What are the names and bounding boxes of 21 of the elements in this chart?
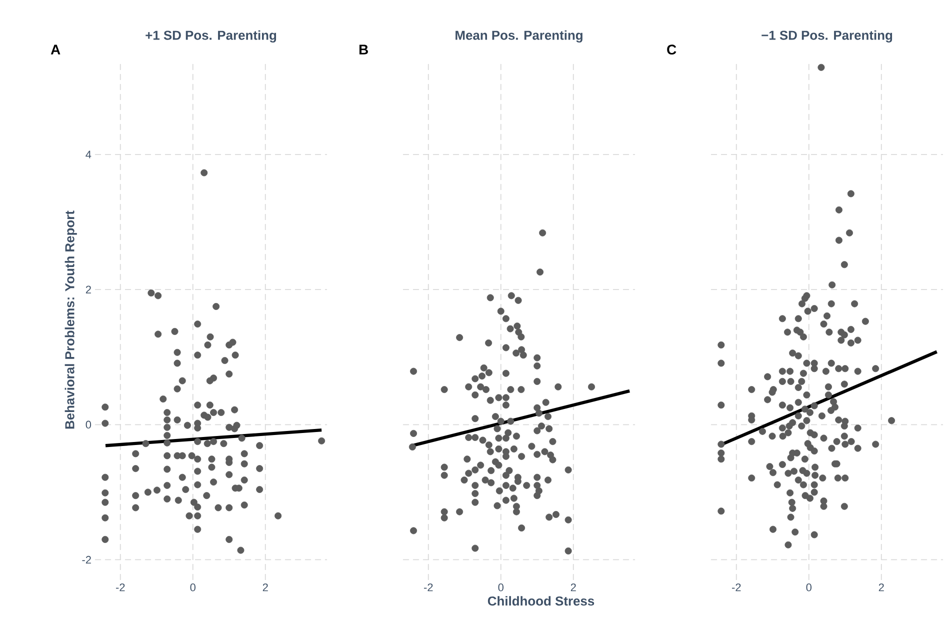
x-tick-label: -2 bbox=[424, 584, 433, 592]
x-tick-label: 2 bbox=[570, 584, 576, 592]
x-tick-label: 0 bbox=[498, 584, 504, 592]
x-tick-label: 0 bbox=[190, 584, 196, 592]
y-axis-title: Behavioral Problems: Youth Report bbox=[64, 210, 77, 429]
x-tick-label: 2 bbox=[262, 584, 268, 592]
x-tick-label: 2 bbox=[878, 584, 884, 592]
x-tick-label: -2 bbox=[732, 584, 741, 592]
x-axis-title: Childhood Stress bbox=[488, 596, 594, 606]
text: C bbox=[667, 44, 676, 55]
y-tick-label: 2 bbox=[86, 286, 91, 294]
chart-title: +1 SD Pos. Parenting bbox=[146, 30, 276, 42]
text: A bbox=[50, 44, 60, 54]
chart-title: Mean Pos. Parenting bbox=[456, 30, 582, 42]
text: B bbox=[359, 44, 368, 54]
y-tick-label: -2 bbox=[82, 556, 91, 564]
chart-title: −1 SD Pos. Parenting bbox=[762, 30, 892, 42]
y-tick-label: 0 bbox=[86, 420, 92, 429]
y-tick-label: 4 bbox=[86, 150, 92, 158]
x-tick-label: 0 bbox=[806, 584, 812, 592]
x-tick-label: -2 bbox=[116, 584, 125, 592]
